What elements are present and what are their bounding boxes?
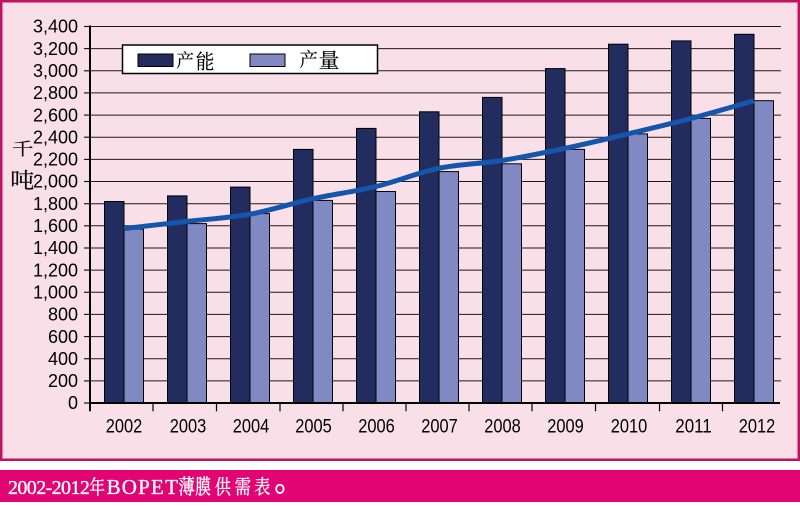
svg-text:2,200: 2,200 bbox=[33, 150, 78, 170]
svg-text:2005: 2005 bbox=[295, 417, 332, 438]
svg-text:2008: 2008 bbox=[484, 417, 521, 438]
svg-text:200: 200 bbox=[48, 371, 78, 391]
svg-text:2011: 2011 bbox=[675, 417, 712, 438]
svg-text:2002: 2002 bbox=[106, 417, 143, 438]
svg-text:2007: 2007 bbox=[421, 417, 458, 438]
svg-text:1,800: 1,800 bbox=[33, 194, 78, 214]
svg-text:1,400: 1,400 bbox=[33, 238, 78, 258]
svg-text:2,600: 2,600 bbox=[33, 105, 78, 125]
svg-text:2012: 2012 bbox=[739, 417, 776, 438]
svg-text:1,200: 1,200 bbox=[33, 260, 78, 280]
svg-text:3,200: 3,200 bbox=[33, 39, 78, 59]
svg-text:2,400: 2,400 bbox=[33, 127, 78, 147]
svg-text:2003: 2003 bbox=[170, 417, 207, 438]
svg-text:2,800: 2,800 bbox=[33, 83, 78, 103]
svg-text:2004: 2004 bbox=[233, 417, 270, 438]
svg-text:3,000: 3,000 bbox=[33, 61, 78, 81]
svg-text:2002-2012: 2002-2012 bbox=[8, 477, 89, 499]
svg-text:2,000: 2,000 bbox=[33, 172, 78, 192]
svg-text:2010: 2010 bbox=[611, 417, 648, 438]
svg-text:2006: 2006 bbox=[358, 417, 395, 438]
svg-text:800: 800 bbox=[48, 305, 78, 325]
svg-text:0: 0 bbox=[68, 393, 78, 413]
svg-text:BOPET: BOPET bbox=[107, 475, 180, 499]
svg-text:600: 600 bbox=[48, 327, 78, 347]
svg-text:1,000: 1,000 bbox=[33, 283, 78, 303]
svg-text:3,400: 3,400 bbox=[33, 17, 78, 37]
svg-text:1,600: 1,600 bbox=[33, 216, 78, 236]
svg-text:400: 400 bbox=[48, 349, 78, 369]
svg-text:2009: 2009 bbox=[547, 417, 584, 438]
